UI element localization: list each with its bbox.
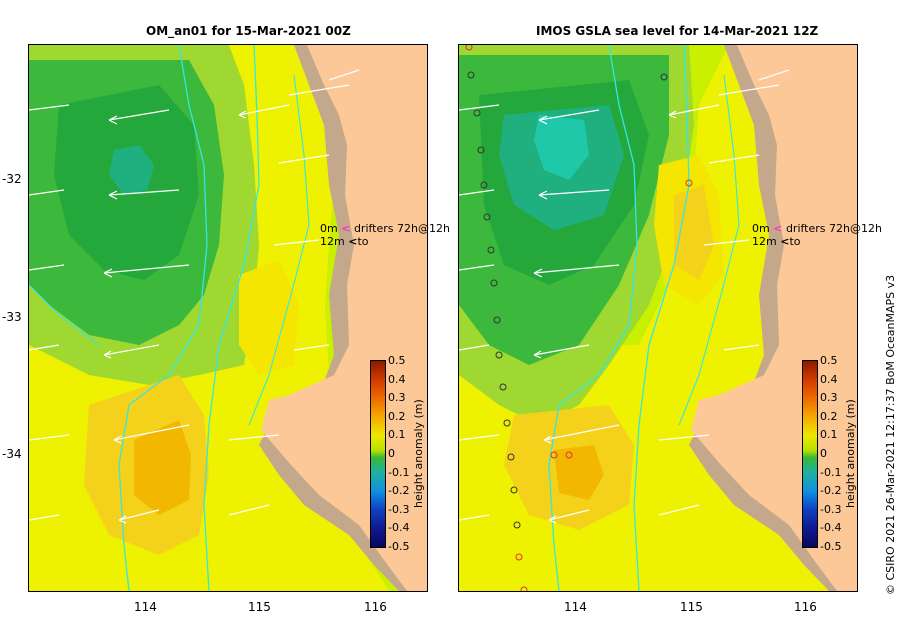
x-tick-label: 114 (564, 600, 587, 614)
colorbar-right (802, 360, 818, 548)
anomaly-high-core (134, 420, 191, 515)
depth-contour (29, 284, 100, 346)
colorbar-tick-label: -0.2 (820, 484, 842, 498)
observation-markers (465, 45, 693, 591)
magenta-arrow-icon: < (341, 222, 351, 235)
drifter-legend-left: 0m < drifters 72h@12h 12m <to (320, 222, 450, 248)
anomaly-high-core (554, 445, 604, 500)
colorbar-left (370, 360, 386, 548)
black-arrow-icon: < (348, 235, 358, 248)
colorbar-tick-label: 0.5 (388, 354, 406, 367)
legend-depth-0m: 0m (752, 222, 770, 235)
drifter-legend-right: 0m < drifters 72h@12h 12m <to (752, 222, 882, 248)
x-tick-label: 115 (680, 600, 703, 614)
colorbar-tick-label: 0.3 (388, 391, 406, 405)
colorbar-tick-label: 0 (388, 447, 395, 460)
anomaly-band-yellow-east (239, 260, 299, 375)
map-panel-right (458, 44, 858, 592)
y-tick-label: -33 (2, 310, 22, 324)
colorbar-tick-label: 0.5 (820, 354, 838, 367)
depth-contour (678, 74, 740, 426)
y-tick-label: -34 (2, 447, 22, 461)
colorbar-tick-label: -0.2 (388, 484, 410, 498)
panel-title-right: IMOS GSLA sea level for 14-Mar-2021 12Z (536, 24, 819, 38)
panel-title-left: OM_an01 for 15-Mar-2021 00Z (146, 24, 351, 38)
magenta-arrow-icon: < (773, 222, 783, 235)
colorbar-tick-label: 0.1 (820, 428, 838, 442)
colorbar-tick-label: 0.1 (388, 428, 406, 442)
depth-contour (633, 45, 690, 591)
anomaly-low-core (109, 145, 154, 195)
anomaly-low-core (534, 115, 589, 180)
colorbar-tick-label: -0.5 (388, 540, 410, 553)
colorbar-tick-label: -0.1 (820, 465, 842, 479)
legend-depth-12m: 12m (320, 235, 345, 248)
legend-to-label: to (357, 235, 369, 248)
colorbar-tick-label: -0.4 (388, 521, 410, 535)
depth-contour (248, 74, 310, 426)
y-tick-label: -32 (2, 172, 22, 186)
x-tick-label: 114 (134, 600, 157, 614)
credit-text: © CSIRO 2021 26-Mar-2021 12:17:37 BoM Oc… (884, 274, 897, 595)
colorbar-title-right: height anomaly (m) (844, 399, 857, 508)
colorbar-title-left: height anomaly (m) (412, 399, 425, 508)
colorbar-tick-label: 0 (820, 447, 827, 460)
legend-to-label: to (789, 235, 801, 248)
colorbar-tick-label: -0.4 (820, 521, 842, 535)
colorbar-tick-label: -0.3 (820, 502, 842, 516)
colorbar-tick-label: -0.1 (388, 465, 410, 479)
x-tick-label: 116 (794, 600, 817, 614)
x-tick-label: 115 (248, 600, 271, 614)
depth-contour (548, 45, 638, 591)
legend-depth-12m: 12m (752, 235, 777, 248)
colorbar-tick-label: -0.5 (820, 540, 842, 553)
legend-depth-0m: 0m (320, 222, 338, 235)
legend-drifters-label: drifters 72h@12h (785, 222, 882, 235)
current-arrows (29, 69, 360, 524)
colorbar-tick-label: 0.2 (820, 409, 838, 423)
colorbar-tick-label: 0.3 (820, 391, 838, 405)
depth-contour (203, 45, 260, 591)
colorbar-tick-label: 0.4 (820, 372, 838, 386)
map-panel-left (28, 44, 428, 592)
x-tick-label: 116 (364, 600, 387, 614)
black-arrow-icon: < (780, 235, 790, 248)
depth-contour (118, 45, 208, 591)
colorbar-tick-label: 0.4 (388, 372, 406, 386)
legend-drifters-label: drifters 72h@12h (353, 222, 450, 235)
current-arrows (459, 69, 790, 524)
colorbar-tick-label: -0.3 (388, 502, 410, 516)
colorbar-tick-label: 0.2 (388, 409, 406, 423)
